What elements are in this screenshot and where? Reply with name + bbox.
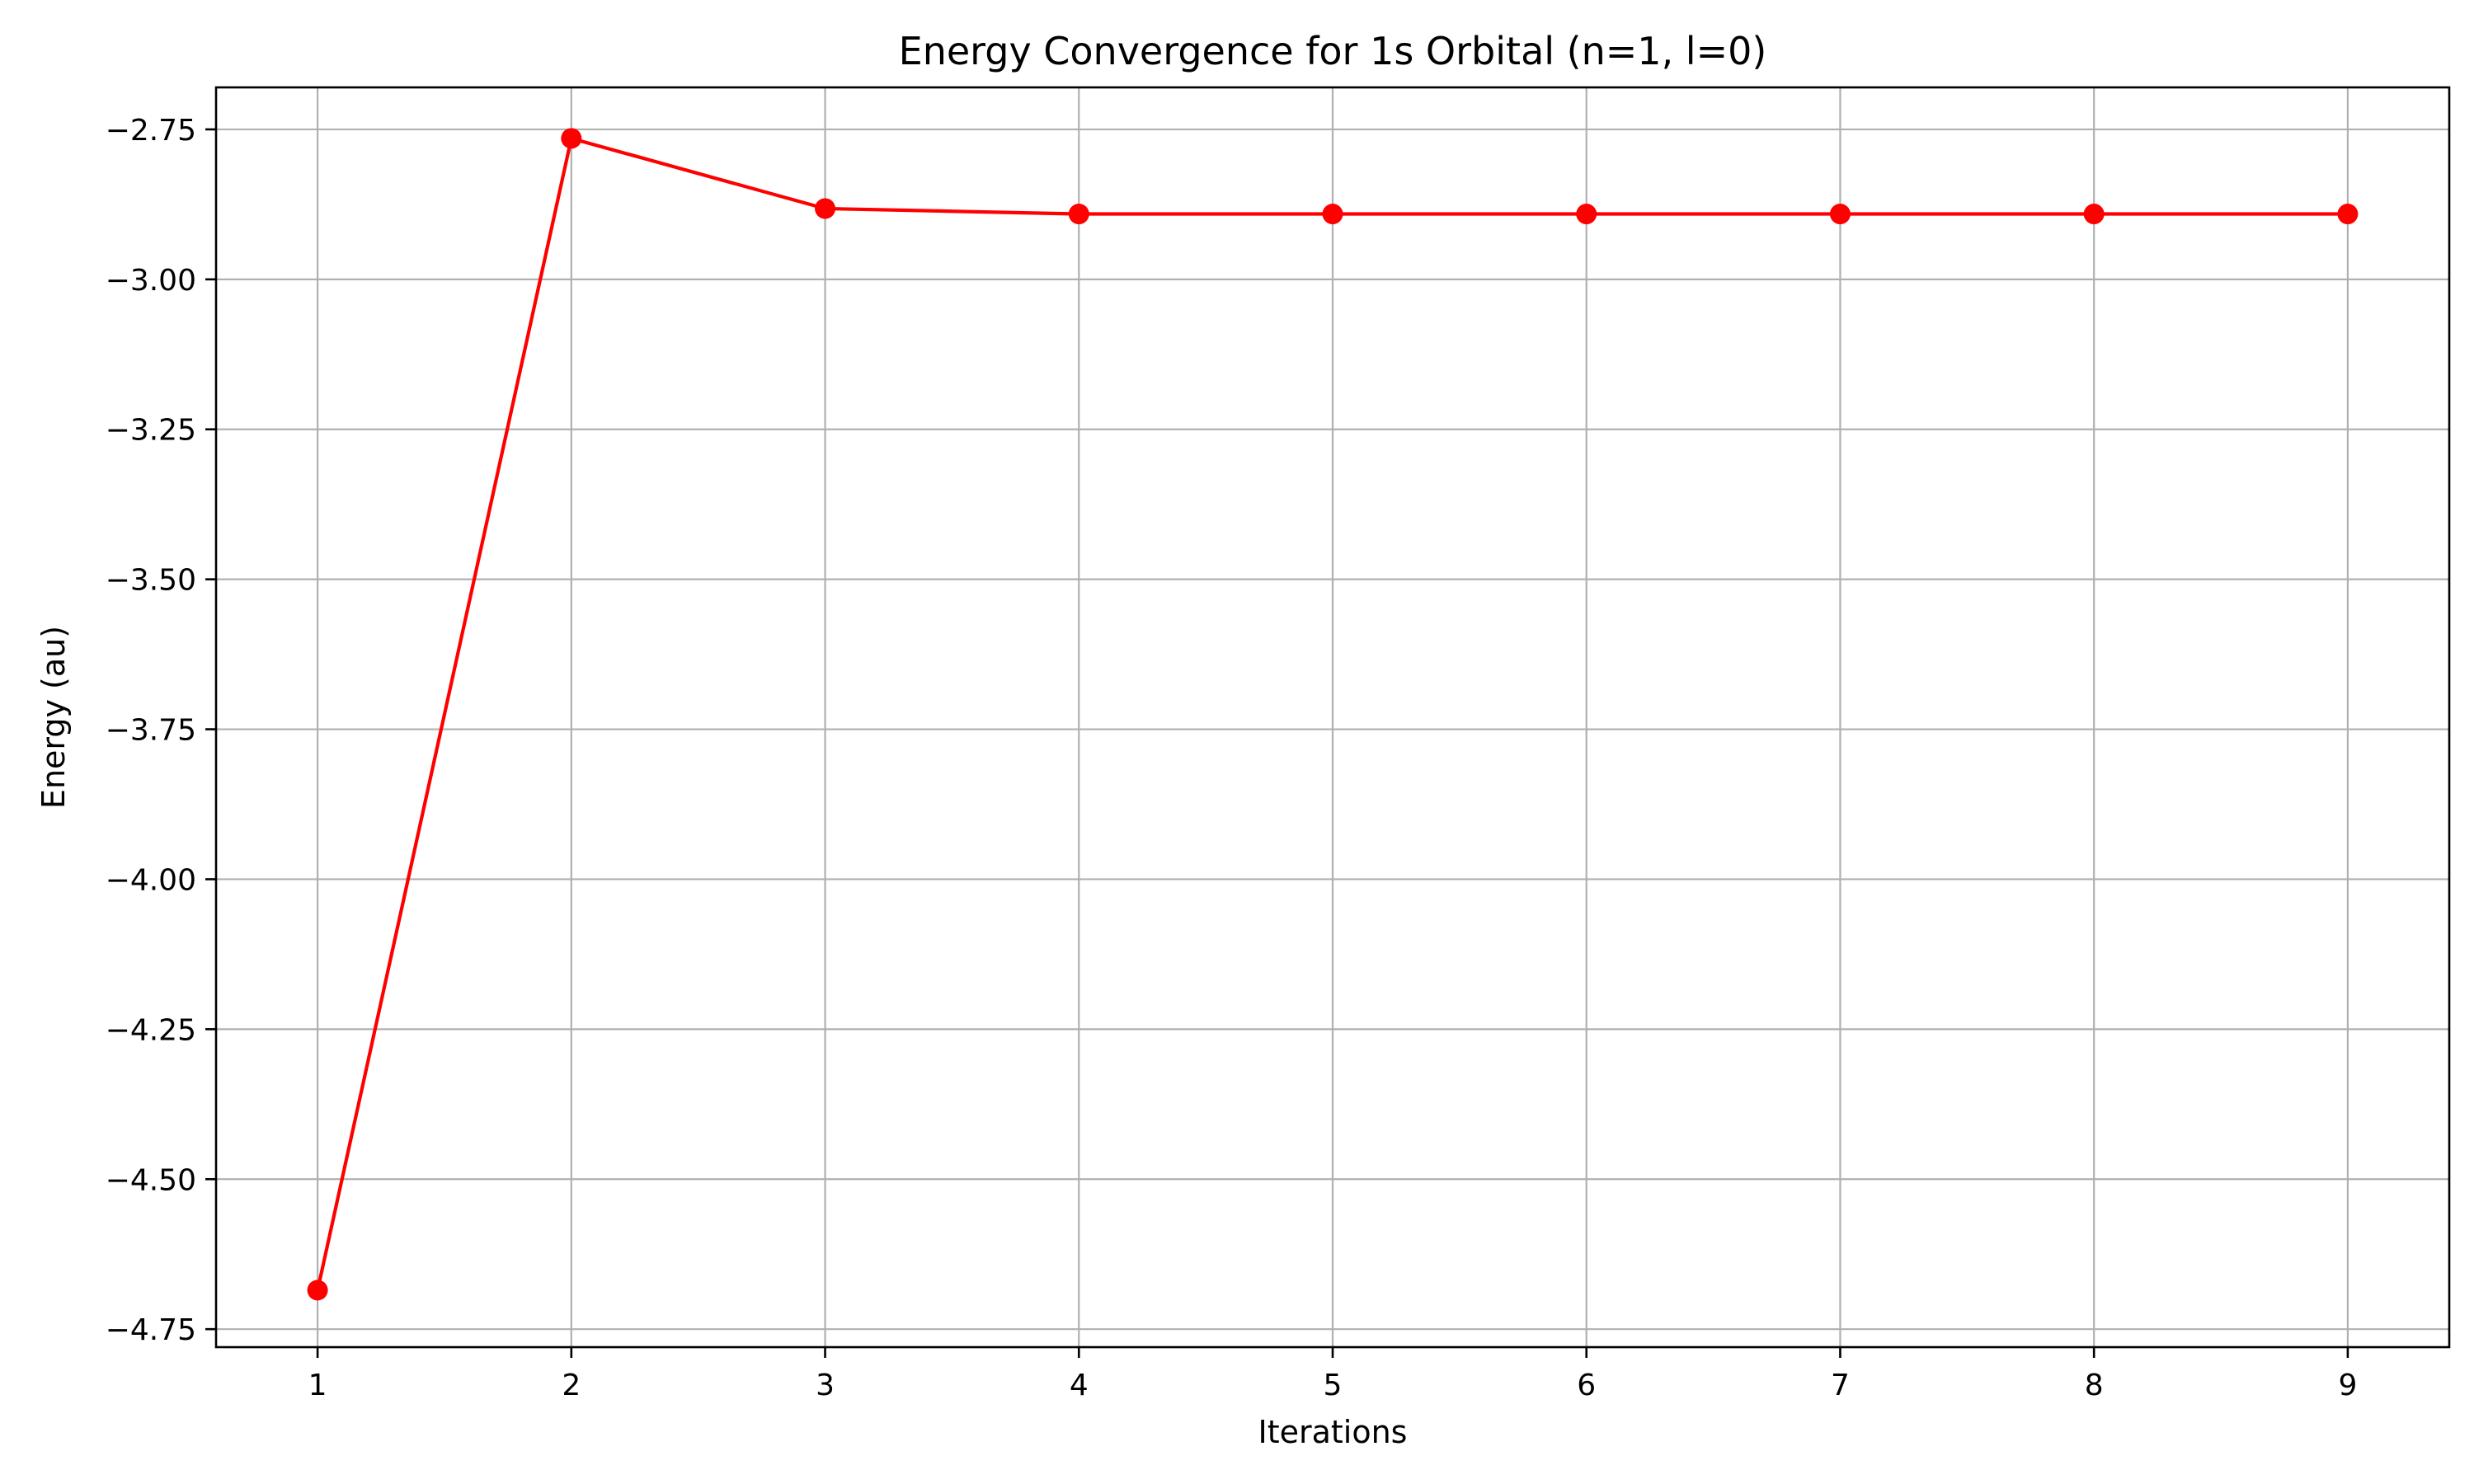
y-tick-label: −3.00	[106, 264, 196, 298]
y-tick-label: −3.25	[106, 414, 196, 448]
x-tick-label: 5	[1324, 1369, 1343, 1402]
x-tick-label: 3	[816, 1369, 835, 1402]
x-tick-label: 2	[562, 1369, 581, 1402]
y-tick-label: −3.75	[106, 714, 196, 748]
y-axis-label: Energy (au)	[35, 626, 72, 809]
x-tick-label: 9	[2338, 1369, 2357, 1402]
data-point	[1576, 204, 1597, 225]
data-point	[2083, 204, 2105, 225]
data-point	[1322, 204, 1343, 225]
x-tick-label: 6	[1577, 1369, 1596, 1402]
grid	[216, 87, 2449, 1347]
y-tick-label: −3.50	[106, 564, 196, 598]
data-point	[561, 128, 582, 149]
y-tick-label: −4.25	[106, 1013, 196, 1047]
y-tick-label: −4.50	[106, 1163, 196, 1197]
x-axis-label: Iterations	[1258, 1414, 1408, 1450]
series-layer	[307, 128, 2359, 1301]
x-tick-label: 7	[1831, 1369, 1850, 1402]
data-point	[2337, 204, 2359, 225]
y-axis: −2.75 −3.00 −3.25 −3.50 −3.75 −4.00 −4.25 −4.50…	[106, 114, 216, 1347]
chart-title: Energy Convergence for 1s Orbital (n=1, …	[899, 29, 1767, 73]
y-tick-label: −4.75	[106, 1313, 196, 1347]
data-point	[307, 1280, 328, 1301]
y-tick-label: −4.00	[106, 863, 196, 897]
x-tick-label: 1	[308, 1369, 327, 1402]
x-tick-label: 8	[2085, 1369, 2104, 1402]
x-axis: 1 2 3 4 5 6 7 8 9	[308, 1347, 2357, 1402]
y-tick-label: −2.75	[106, 114, 196, 148]
data-point	[815, 198, 836, 219]
data-point	[1829, 204, 1851, 225]
data-point	[1068, 204, 1089, 225]
x-tick-label: 4	[1070, 1369, 1089, 1402]
